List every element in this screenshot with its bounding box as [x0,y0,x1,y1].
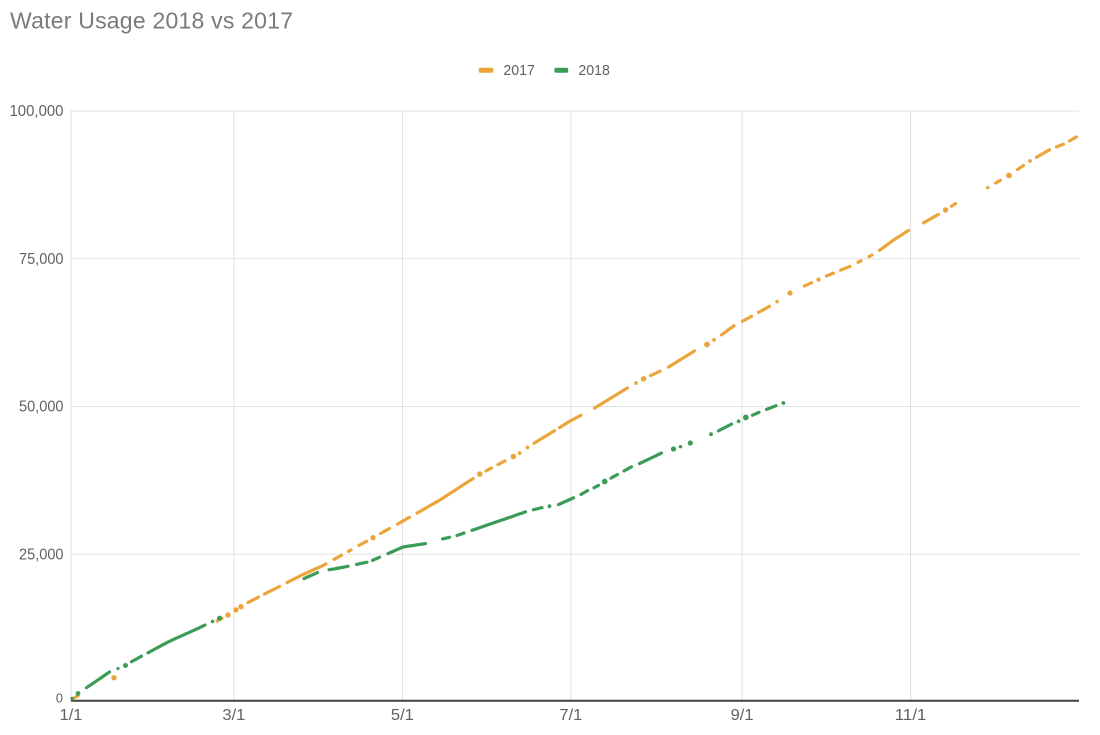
svg-text:25,000: 25,000 [19,546,64,563]
svg-text:1/1: 1/1 [60,707,83,724]
svg-text:2018: 2018 [578,62,610,79]
svg-text:50,000: 50,000 [19,399,64,416]
svg-text:5/1: 5/1 [391,707,414,724]
svg-text:Water Usage 2018 vs 2017: Water Usage 2018 vs 2017 [10,8,293,34]
svg-text:0: 0 [56,691,63,705]
svg-text:100,000: 100,000 [10,103,64,120]
svg-text:3/1: 3/1 [222,707,245,724]
svg-text:7/1: 7/1 [559,707,582,724]
svg-text:2017: 2017 [503,62,535,79]
svg-text:9/1: 9/1 [731,707,754,724]
svg-text:11/1: 11/1 [895,707,927,724]
svg-text:75,000: 75,000 [19,251,64,268]
